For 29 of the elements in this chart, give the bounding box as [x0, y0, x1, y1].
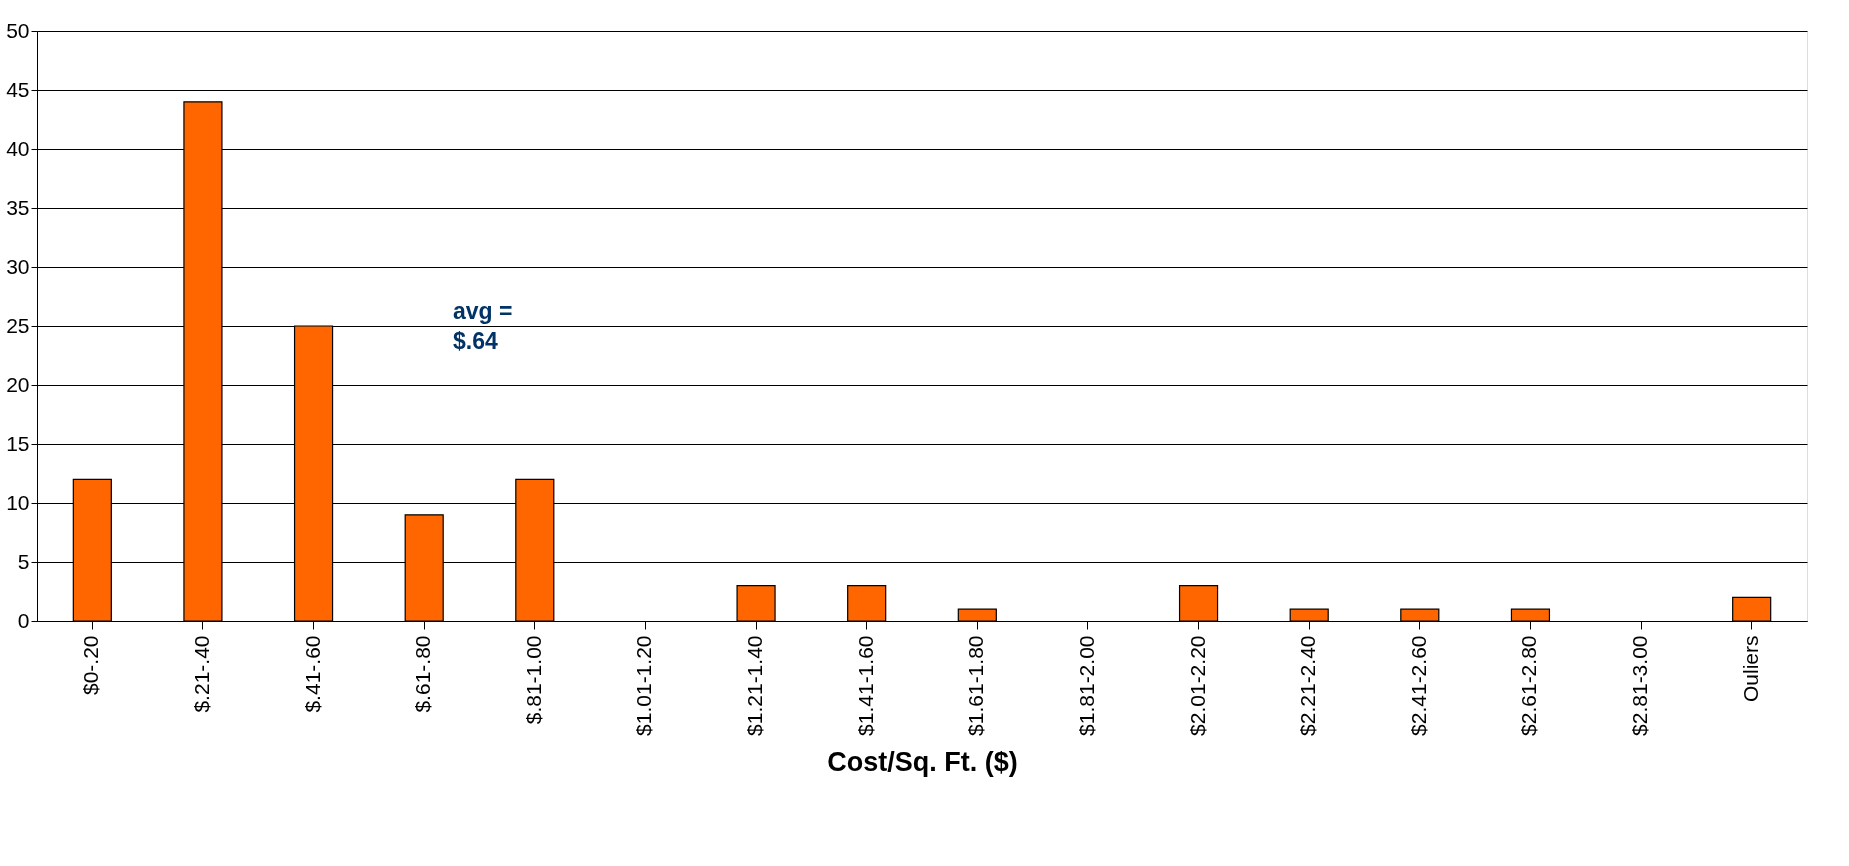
- x-tick-label: $.21-.40: [189, 635, 213, 713]
- x-tick-label: $2.81-3.00: [1628, 635, 1652, 736]
- x-tick-label: $1.41-1.60: [853, 635, 877, 736]
- y-tick-label: 15: [6, 431, 30, 455]
- x-tick-label: $2.01-2.20: [1185, 635, 1209, 736]
- x-tick-label: $1.01-1.20: [632, 635, 656, 736]
- y-tick-label: 50: [6, 18, 30, 42]
- x-tick-label: Ouliers: [1738, 635, 1762, 703]
- y-tick-label: 10: [6, 490, 30, 514]
- x-tick-label: $1.21-1.40: [743, 635, 767, 736]
- y-tick-label: 5: [17, 549, 30, 573]
- y-tick-label: 40: [6, 136, 30, 160]
- x-tick-label: $.41-.60: [300, 635, 324, 713]
- x-tick-label: $.61-.80: [411, 635, 435, 713]
- x-tick-label: $1.81-2.00: [1074, 635, 1098, 736]
- x-tick-label: $2.41-2.60: [1406, 635, 1430, 736]
- y-tick-label: 35: [6, 195, 30, 219]
- x-tick-label: $1.61-1.80: [964, 635, 988, 736]
- x-axis-title: Cost/Sq. Ft. ($): [827, 746, 1018, 777]
- y-tick-label: 45: [6, 77, 30, 101]
- x-tick-label: $.81-1.00: [521, 635, 545, 725]
- x-tick-label: $2.61-2.80: [1517, 635, 1541, 736]
- annotation: avg = $.64: [452, 298, 513, 354]
- y-tick-label: 20: [6, 372, 30, 396]
- y-tick-label: 30: [6, 254, 30, 278]
- y-tick-label: 25: [6, 313, 30, 337]
- x-tick-label: $2.21-2.40: [1296, 635, 1320, 736]
- x-tick-label: $0-.20: [79, 635, 103, 696]
- y-tick-label: 0: [17, 608, 30, 632]
